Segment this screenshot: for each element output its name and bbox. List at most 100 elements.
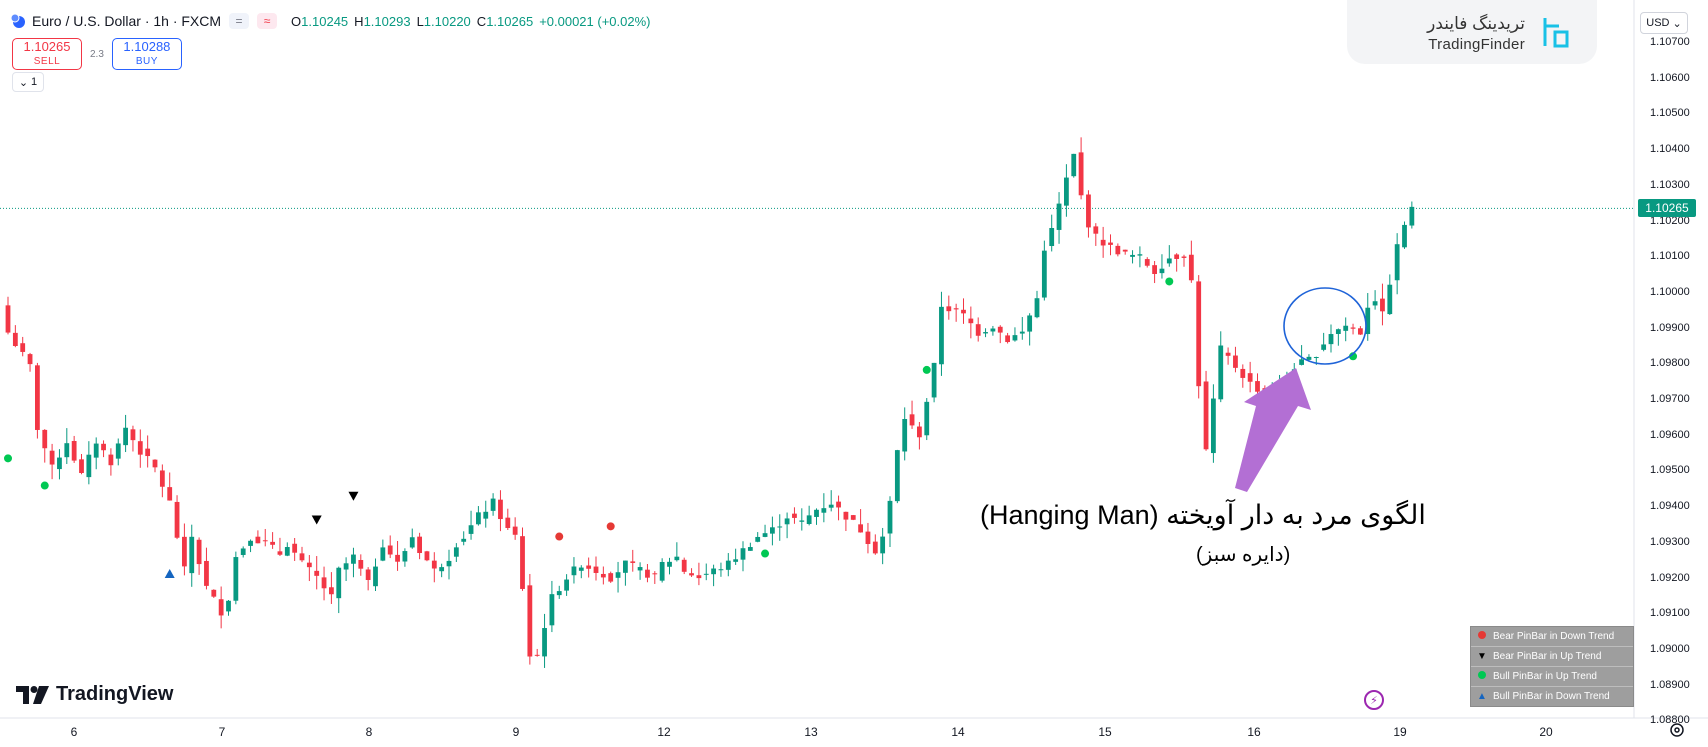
highlight-circle — [1283, 287, 1367, 365]
candle-body — [167, 487, 173, 501]
candle-body — [836, 501, 841, 508]
candle-body — [975, 324, 981, 336]
candle-body — [645, 569, 650, 578]
candle-body — [586, 565, 592, 569]
candle-body — [108, 454, 114, 466]
candle-body — [174, 501, 180, 538]
candle-body — [1181, 256, 1187, 258]
candle-body — [850, 515, 856, 520]
candle-body — [1380, 298, 1385, 312]
candle-body — [1306, 356, 1312, 360]
candle-body — [600, 573, 606, 578]
legend-text: Bear PinBar in Down Trend — [1493, 631, 1615, 642]
candle-body — [725, 560, 731, 570]
ohlc-open: O1.10245 — [291, 13, 349, 29]
price-label: 1.08800 — [1650, 714, 1690, 727]
candle-body — [1130, 254, 1135, 257]
candle-body — [137, 441, 143, 455]
candle-body — [1343, 325, 1349, 331]
signals-layer — [4, 277, 1358, 578]
candle-body — [983, 332, 988, 334]
approx-icon[interactable]: ≈ — [257, 13, 278, 29]
symbol-title[interactable]: Euro / U.S. Dollar · 1h · FXCM — [32, 13, 222, 29]
lightning-icon[interactable]: ⚡ — [1364, 690, 1384, 710]
buy-button[interactable]: 1.10288 BUY — [111, 38, 182, 70]
candle-body — [12, 332, 18, 347]
tradingfinder-watermark: تریدینگ فایندر TradingFinder — [1347, 0, 1597, 64]
candle-body — [431, 560, 437, 569]
candle-body — [1019, 331, 1025, 334]
sell-button[interactable]: 1.10265 SELL — [12, 38, 82, 70]
candle-body — [115, 443, 121, 459]
buy-price: 1.10288 — [123, 39, 171, 54]
price-label: 1.10300 — [1650, 178, 1690, 191]
signal-marker — [164, 568, 175, 578]
tradingview-logo[interactable]: TradingView — [16, 683, 173, 706]
candle-body — [556, 591, 562, 596]
candle-body — [1122, 249, 1128, 252]
candle-body — [255, 536, 261, 544]
currency-select[interactable]: USD ⌄ — [1640, 12, 1688, 34]
price-label: 1.09800 — [1650, 357, 1690, 370]
candle-body — [483, 511, 489, 519]
candle-body — [1137, 254, 1143, 256]
time-label: 20 — [1539, 725, 1553, 739]
candle-body — [365, 569, 371, 580]
equals-icon[interactable]: = — [229, 13, 250, 29]
signal-marker — [40, 481, 49, 490]
candle-body — [130, 429, 136, 441]
candle-body — [792, 513, 797, 518]
spread-value: 2.3 — [90, 48, 104, 60]
candle-body — [711, 568, 716, 575]
candle-body — [1115, 245, 1121, 255]
signal-marker — [761, 549, 770, 558]
gear-icon[interactable] — [1668, 721, 1686, 739]
time-label: 19 — [1393, 725, 1407, 739]
candle-body — [578, 567, 584, 571]
indicators-collapse-button[interactable]: ⌄ 1 — [12, 72, 44, 92]
candle-body — [387, 545, 393, 555]
candle-body — [292, 543, 298, 553]
candle-body — [814, 509, 819, 517]
candle-body — [79, 459, 84, 474]
candle-body — [990, 328, 996, 332]
legend-row: Bear PinBar in Down Trend — [1471, 627, 1633, 647]
candle-body — [468, 525, 474, 534]
candle-body — [395, 554, 400, 562]
candle-body — [86, 454, 92, 478]
candle-body — [755, 536, 761, 542]
tradingview-logo-icon — [16, 685, 49, 704]
candle-body — [564, 579, 569, 591]
candle-body — [608, 573, 614, 582]
candle-body — [1402, 224, 1407, 248]
sell-price: 1.10265 — [23, 39, 71, 54]
time-label: 9 — [512, 725, 520, 739]
candle-body — [343, 563, 349, 570]
legend-text: Bull PinBar in Up Trend — [1493, 671, 1597, 682]
ohlc-values: O1.10245 H1.10293 L1.10220 C1.10265 +0.0… — [291, 14, 650, 29]
candle-body — [917, 426, 922, 438]
candle-body — [571, 566, 577, 576]
currency-label: USD — [1646, 17, 1670, 29]
time-label: 8 — [365, 725, 373, 739]
candle-body — [152, 459, 158, 468]
candle-body — [953, 308, 959, 310]
price-label: 1.09100 — [1650, 607, 1690, 620]
candle-body — [534, 654, 540, 656]
candle-body — [461, 538, 467, 542]
current-price-tag: 1.10265 — [1638, 199, 1696, 218]
candle-body — [1328, 334, 1334, 345]
candle-body — [402, 551, 408, 562]
buy-label: BUY — [135, 56, 158, 67]
candle-body — [542, 628, 547, 657]
candle-body — [1335, 329, 1341, 334]
candle-body — [1144, 259, 1150, 266]
triangle-up-icon: ▲ — [1477, 691, 1487, 702]
legend-row: ▼ Bear PinBar in Up Trend — [1471, 647, 1633, 667]
candle-body — [358, 560, 364, 569]
red-dot-icon — [1478, 631, 1486, 639]
price-label: 1.09400 — [1650, 500, 1690, 513]
price-label: 1.10700 — [1650, 36, 1690, 48]
candle-body — [373, 566, 378, 587]
